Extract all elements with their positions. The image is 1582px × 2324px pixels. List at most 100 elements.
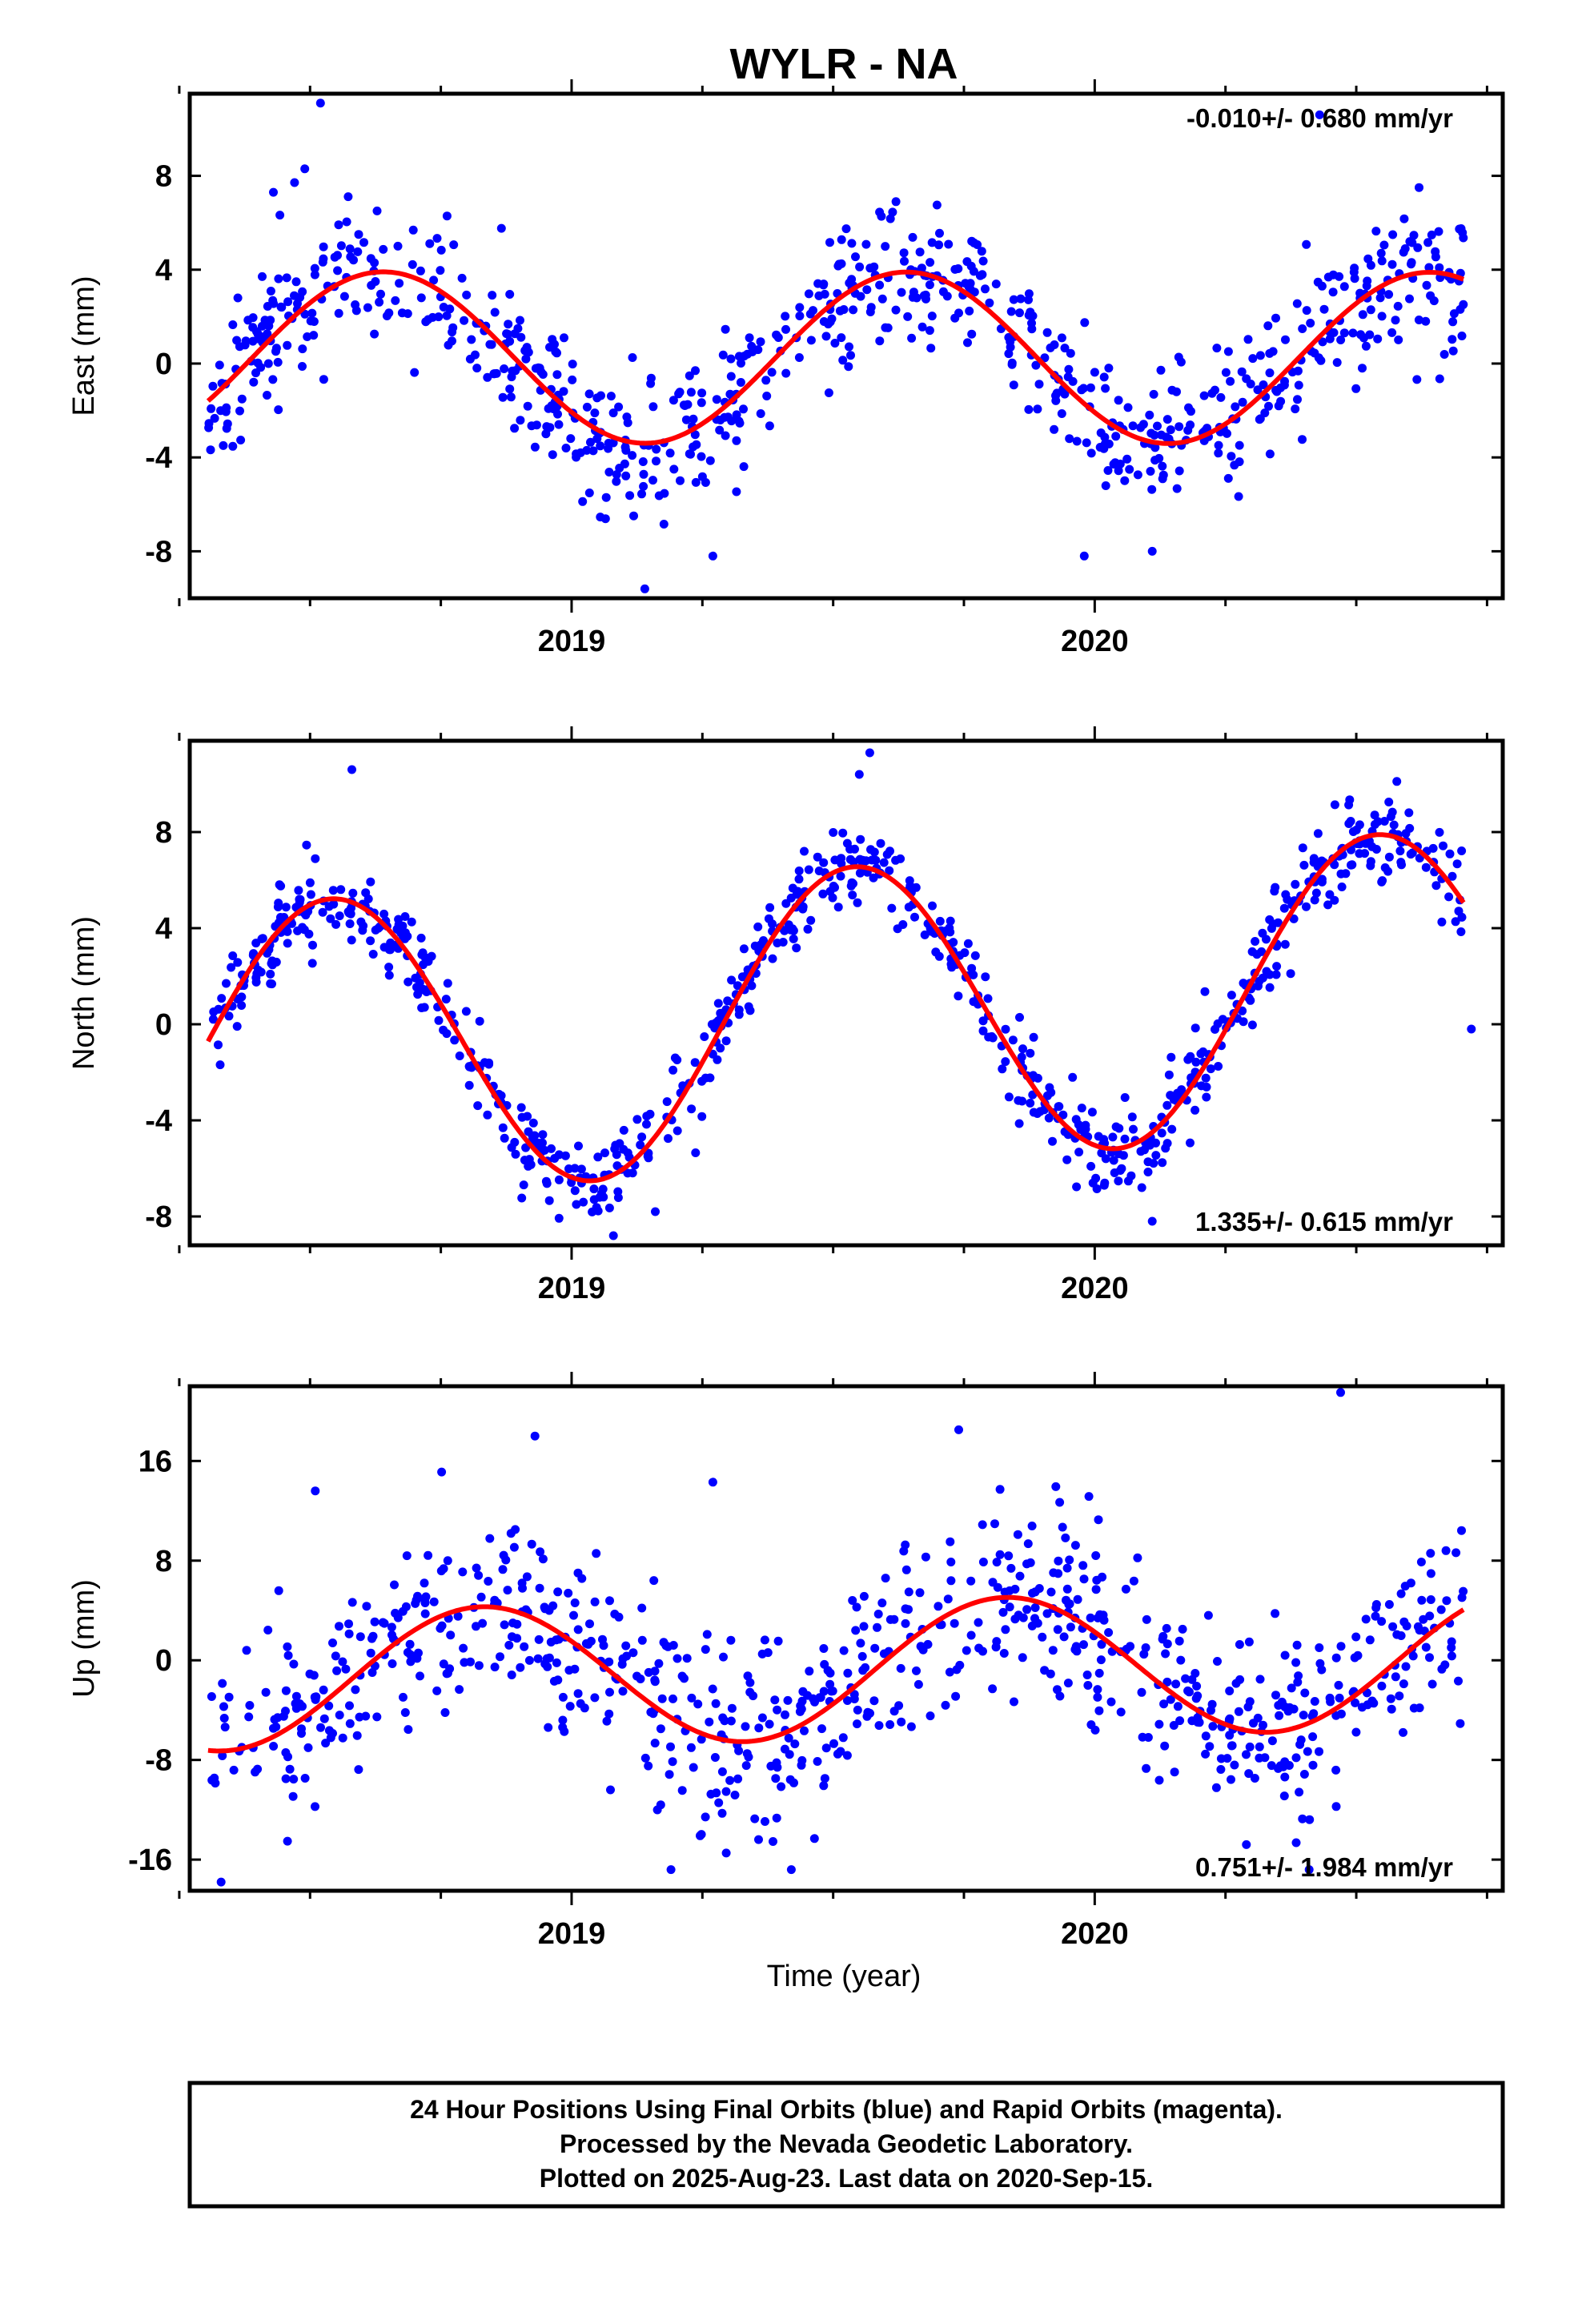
north-data-point — [348, 888, 358, 898]
east-data-point — [1405, 294, 1414, 304]
up-ytick-label: -16 — [128, 1844, 172, 1877]
up-data-point — [852, 1602, 861, 1612]
east-data-point — [1050, 424, 1059, 434]
north-data-point — [215, 1060, 225, 1070]
up-data-point — [819, 1781, 829, 1791]
up-data-point — [1267, 1736, 1277, 1746]
east-data-point — [1227, 452, 1236, 461]
footer-line-3: Plotted on 2025-Aug-23. Last data on 202… — [540, 2164, 1153, 2193]
up-data-point — [725, 1775, 735, 1785]
east-data-point — [1351, 384, 1361, 393]
east-data-point — [436, 245, 446, 255]
up-data-point — [1173, 1702, 1182, 1711]
up-data-point — [800, 1726, 809, 1735]
east-panel: -8 -4 0 4 8 East (mm) 2019 2020 -0.010+/- 0.680 … — [67, 79, 1505, 658]
north-data-point — [1091, 1173, 1101, 1183]
east-data-point — [747, 341, 757, 351]
north-data-point — [1191, 1105, 1200, 1115]
north-data-point — [1191, 1023, 1200, 1033]
east-data-point — [932, 200, 942, 210]
north-data-point — [865, 748, 874, 758]
east-data-point — [1377, 312, 1387, 321]
east-data-point — [1439, 350, 1449, 359]
up-data-point — [319, 1685, 328, 1695]
north-data-point — [1311, 888, 1321, 898]
up-data-point — [1447, 1651, 1456, 1661]
east-data-point — [1332, 358, 1342, 368]
up-data-point — [590, 1693, 600, 1703]
east-data-point — [1293, 395, 1302, 404]
up-data-point — [1171, 1679, 1181, 1689]
east-data-point — [762, 392, 772, 400]
figure-title: WYLR - NA — [730, 40, 958, 88]
north-data-point — [662, 1097, 672, 1107]
north-data-point — [1265, 915, 1275, 924]
north-data-point — [498, 1123, 508, 1132]
up-data-point — [351, 1685, 360, 1695]
east-data-point — [1298, 435, 1307, 444]
up-data-point — [560, 1727, 569, 1736]
up-data-point — [992, 1558, 1002, 1567]
north-data-point — [394, 915, 404, 924]
north-points — [208, 748, 1476, 1240]
up-data-point — [741, 1761, 751, 1771]
east-data-point — [1167, 385, 1177, 395]
up-data-point — [242, 1646, 251, 1655]
up-data-point — [1023, 1539, 1033, 1549]
north-data-point — [576, 1164, 586, 1174]
up-data-point — [332, 1666, 342, 1675]
east-data-point — [548, 450, 557, 460]
east-data-point — [560, 333, 568, 343]
north-data-point — [1447, 871, 1457, 881]
north-data-point — [876, 838, 885, 848]
east-data-point — [969, 267, 978, 276]
east-data-point — [1415, 183, 1423, 192]
north-data-point — [1273, 918, 1283, 927]
north-data-point — [1467, 1024, 1476, 1034]
up-data-point — [1091, 1585, 1101, 1594]
east-data-point — [448, 328, 457, 337]
east-data-point — [342, 217, 351, 227]
east-data-point — [588, 446, 598, 456]
up-data-point — [1305, 1815, 1315, 1824]
east-data-point — [1388, 230, 1398, 239]
up-data-point — [743, 1671, 753, 1681]
up-data-point — [281, 1686, 291, 1695]
north-data-point — [267, 979, 276, 989]
east-data-point — [1366, 305, 1375, 315]
up-data-point — [453, 1611, 463, 1621]
up-data-point — [553, 1587, 563, 1597]
east-y-axis-label: East (mm) — [67, 275, 101, 416]
north-data-point — [687, 1104, 697, 1114]
up-data-point — [590, 1597, 600, 1606]
north-data-point — [1330, 860, 1339, 870]
up-data-point — [244, 1712, 254, 1722]
east-data-point — [366, 254, 375, 263]
up-data-point — [421, 1592, 431, 1602]
north-data-point — [1099, 1180, 1109, 1190]
north-data-point — [538, 1130, 548, 1140]
east-data-point — [1104, 364, 1114, 373]
up-data-point — [508, 1618, 518, 1628]
north-data-point — [637, 1132, 647, 1142]
up-data-point — [1298, 1814, 1307, 1823]
north-data-point — [1186, 1138, 1195, 1148]
north-data-point — [379, 909, 389, 919]
north-data-point — [963, 939, 973, 948]
up-data-point — [404, 1725, 413, 1735]
east-data-point — [697, 398, 706, 408]
north-data-point — [734, 1005, 744, 1015]
east-data-point — [697, 452, 706, 461]
east-data-point — [215, 360, 224, 370]
east-data-point — [1004, 349, 1014, 359]
north-data-point — [713, 999, 723, 1008]
east-data-point — [606, 392, 616, 401]
up-data-point — [859, 1622, 869, 1631]
east-data-point — [608, 438, 618, 448]
east-data-point — [720, 412, 729, 422]
up-data-point — [565, 1702, 575, 1711]
up-data-point — [1062, 1563, 1072, 1573]
north-data-point — [1345, 795, 1355, 805]
up-data-point — [885, 1614, 895, 1624]
up-data-point — [721, 1848, 731, 1858]
